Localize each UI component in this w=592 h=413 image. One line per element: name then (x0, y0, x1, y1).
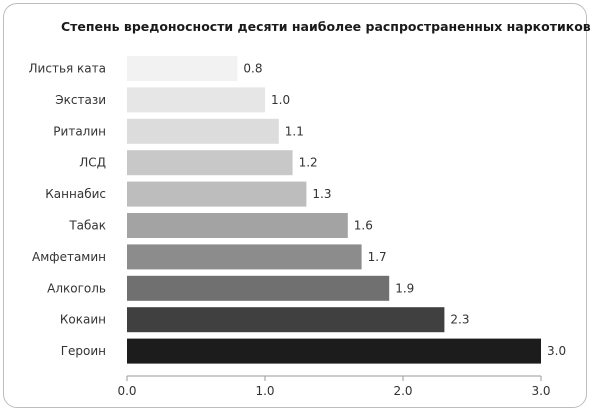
category-label: Каннабис (45, 187, 106, 201)
category-label: Экстази (55, 93, 106, 107)
category-label: ЛСД (79, 156, 106, 170)
tick-label: 1.0 (255, 384, 274, 398)
category-label: Героин (61, 344, 106, 358)
value-label: 1.0 (271, 93, 290, 107)
bar (127, 181, 307, 207)
bar (127, 338, 541, 364)
value-label: 3.0 (547, 344, 566, 358)
bar (127, 307, 445, 333)
bar (127, 56, 238, 81)
value-label: 1.7 (368, 250, 387, 264)
category-label: Амфетамин (32, 250, 106, 264)
tick-label: 3.0 (531, 384, 550, 398)
category-label: Алкоголь (47, 281, 106, 295)
category-label: Табак (68, 219, 106, 233)
bar (127, 150, 293, 176)
bar (127, 213, 348, 238)
bar (127, 244, 362, 270)
bars-group: Листья ката 0.8 Экстази 1.0 Риталин 1.1 ЛСД 1.2… (29, 56, 566, 364)
bar (127, 118, 279, 144)
value-label: 2.3 (450, 313, 469, 327)
value-label: 1.1 (285, 124, 304, 138)
value-label: 1.3 (312, 187, 331, 201)
value-label: 0.8 (243, 62, 262, 76)
value-label: 1.6 (354, 219, 373, 233)
tick-label: 0.0 (117, 384, 136, 398)
value-label: 1.9 (395, 281, 414, 295)
tick-label: 2.0 (393, 384, 412, 398)
bar (127, 87, 265, 113)
x-axis-ticks: 0.0 1.0 2.0 3.0 (117, 376, 551, 398)
category-label: Кокаин (60, 313, 106, 327)
category-label: Риталин (53, 124, 106, 138)
value-label: 1.2 (299, 156, 318, 170)
chart-title: Степень вредоносности десяти наиболее ра… (61, 19, 591, 34)
category-label: Листья ката (29, 62, 106, 76)
bar (127, 275, 390, 301)
